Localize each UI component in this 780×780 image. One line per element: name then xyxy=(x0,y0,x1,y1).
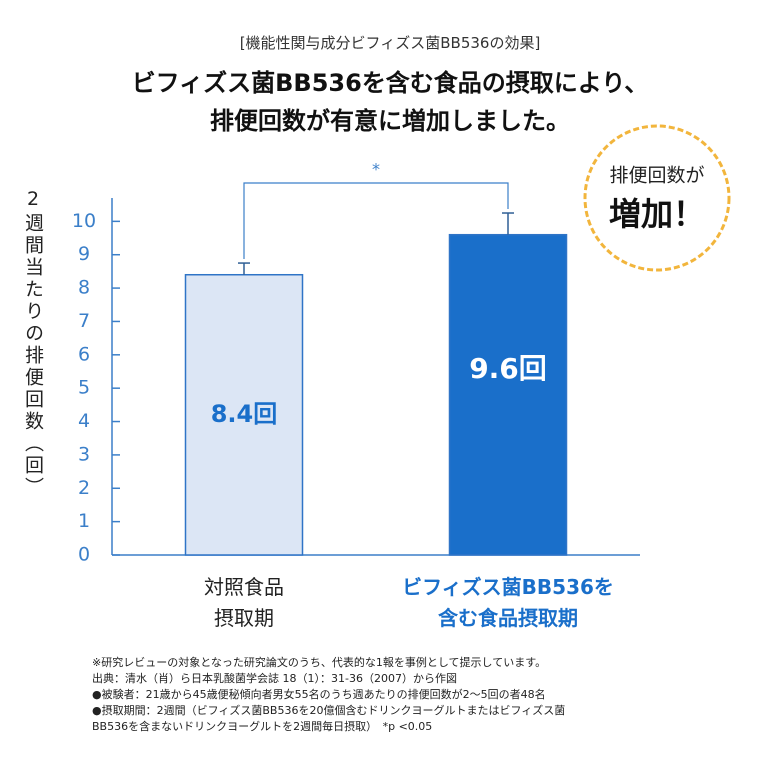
value-label: 9.6回 xyxy=(469,352,547,385)
y-tick-label: 1 xyxy=(78,510,90,532)
note-line: ●摂取期間：2週間（ビフィズス菌BB536を20億個含むドリンクヨーグルトまたは… xyxy=(92,704,566,717)
supertitle: [機能性関与成分ビフィズス菌BB536の効果] xyxy=(239,34,541,52)
significance-bracket xyxy=(243,182,509,260)
y-tick-label: 4 xyxy=(78,410,90,432)
y-tick-label: 0 xyxy=(78,544,90,566)
note-line: 出典：清水（肖）ら日本乳酸菌学会誌 18（1）：31-36（2007）から作図 xyxy=(92,672,457,685)
value-label: 8.4回 xyxy=(211,400,278,428)
notes: ※研究レビューの対象となった研究論文のうち、代表的な1報を事例として提示していま… xyxy=(92,655,565,735)
chart-title: ビフィズス菌BB536を含む食品の摂取により、 排便回数が有意に増加しました。 xyxy=(131,69,649,135)
y-tick-label: 6 xyxy=(78,343,90,365)
note-line: ●被験者：21歳から45歳便秘傾向者男女55名のうち週あたりの排便回数が2〜5回… xyxy=(92,688,546,701)
badge-text: 増加！ xyxy=(609,195,705,233)
bar xyxy=(184,273,304,556)
badge-text: 排便回数が xyxy=(609,165,704,187)
y-tick-label: 3 xyxy=(78,443,90,465)
y-tick-label: 9 xyxy=(78,243,90,265)
note-line: BB536を含まないドリンクヨーグルトを2週間毎日摂取） *p <0.05 xyxy=(92,720,433,733)
y-tick-label: 8 xyxy=(78,277,90,299)
bar xyxy=(448,233,568,556)
y-tick-label: 5 xyxy=(78,377,90,399)
note-line: ※研究レビューの対象となった研究論文のうち、代表的な1報を事例として提示していま… xyxy=(92,656,547,669)
significance-mark: * xyxy=(372,160,380,179)
y-tick-label: 10 xyxy=(72,210,96,232)
y-tick-label: 7 xyxy=(78,310,90,332)
y-axis-label: 2週間当たりの排便回数（回） xyxy=(22,188,44,499)
x-tick-label: 対照食品 摂取期 xyxy=(204,575,284,630)
badge-circle xyxy=(583,124,731,272)
y-tick-label: 2 xyxy=(78,477,90,499)
x-tick-label: ビフィズス菌BB536を 含む食品摂取期 xyxy=(402,575,614,630)
